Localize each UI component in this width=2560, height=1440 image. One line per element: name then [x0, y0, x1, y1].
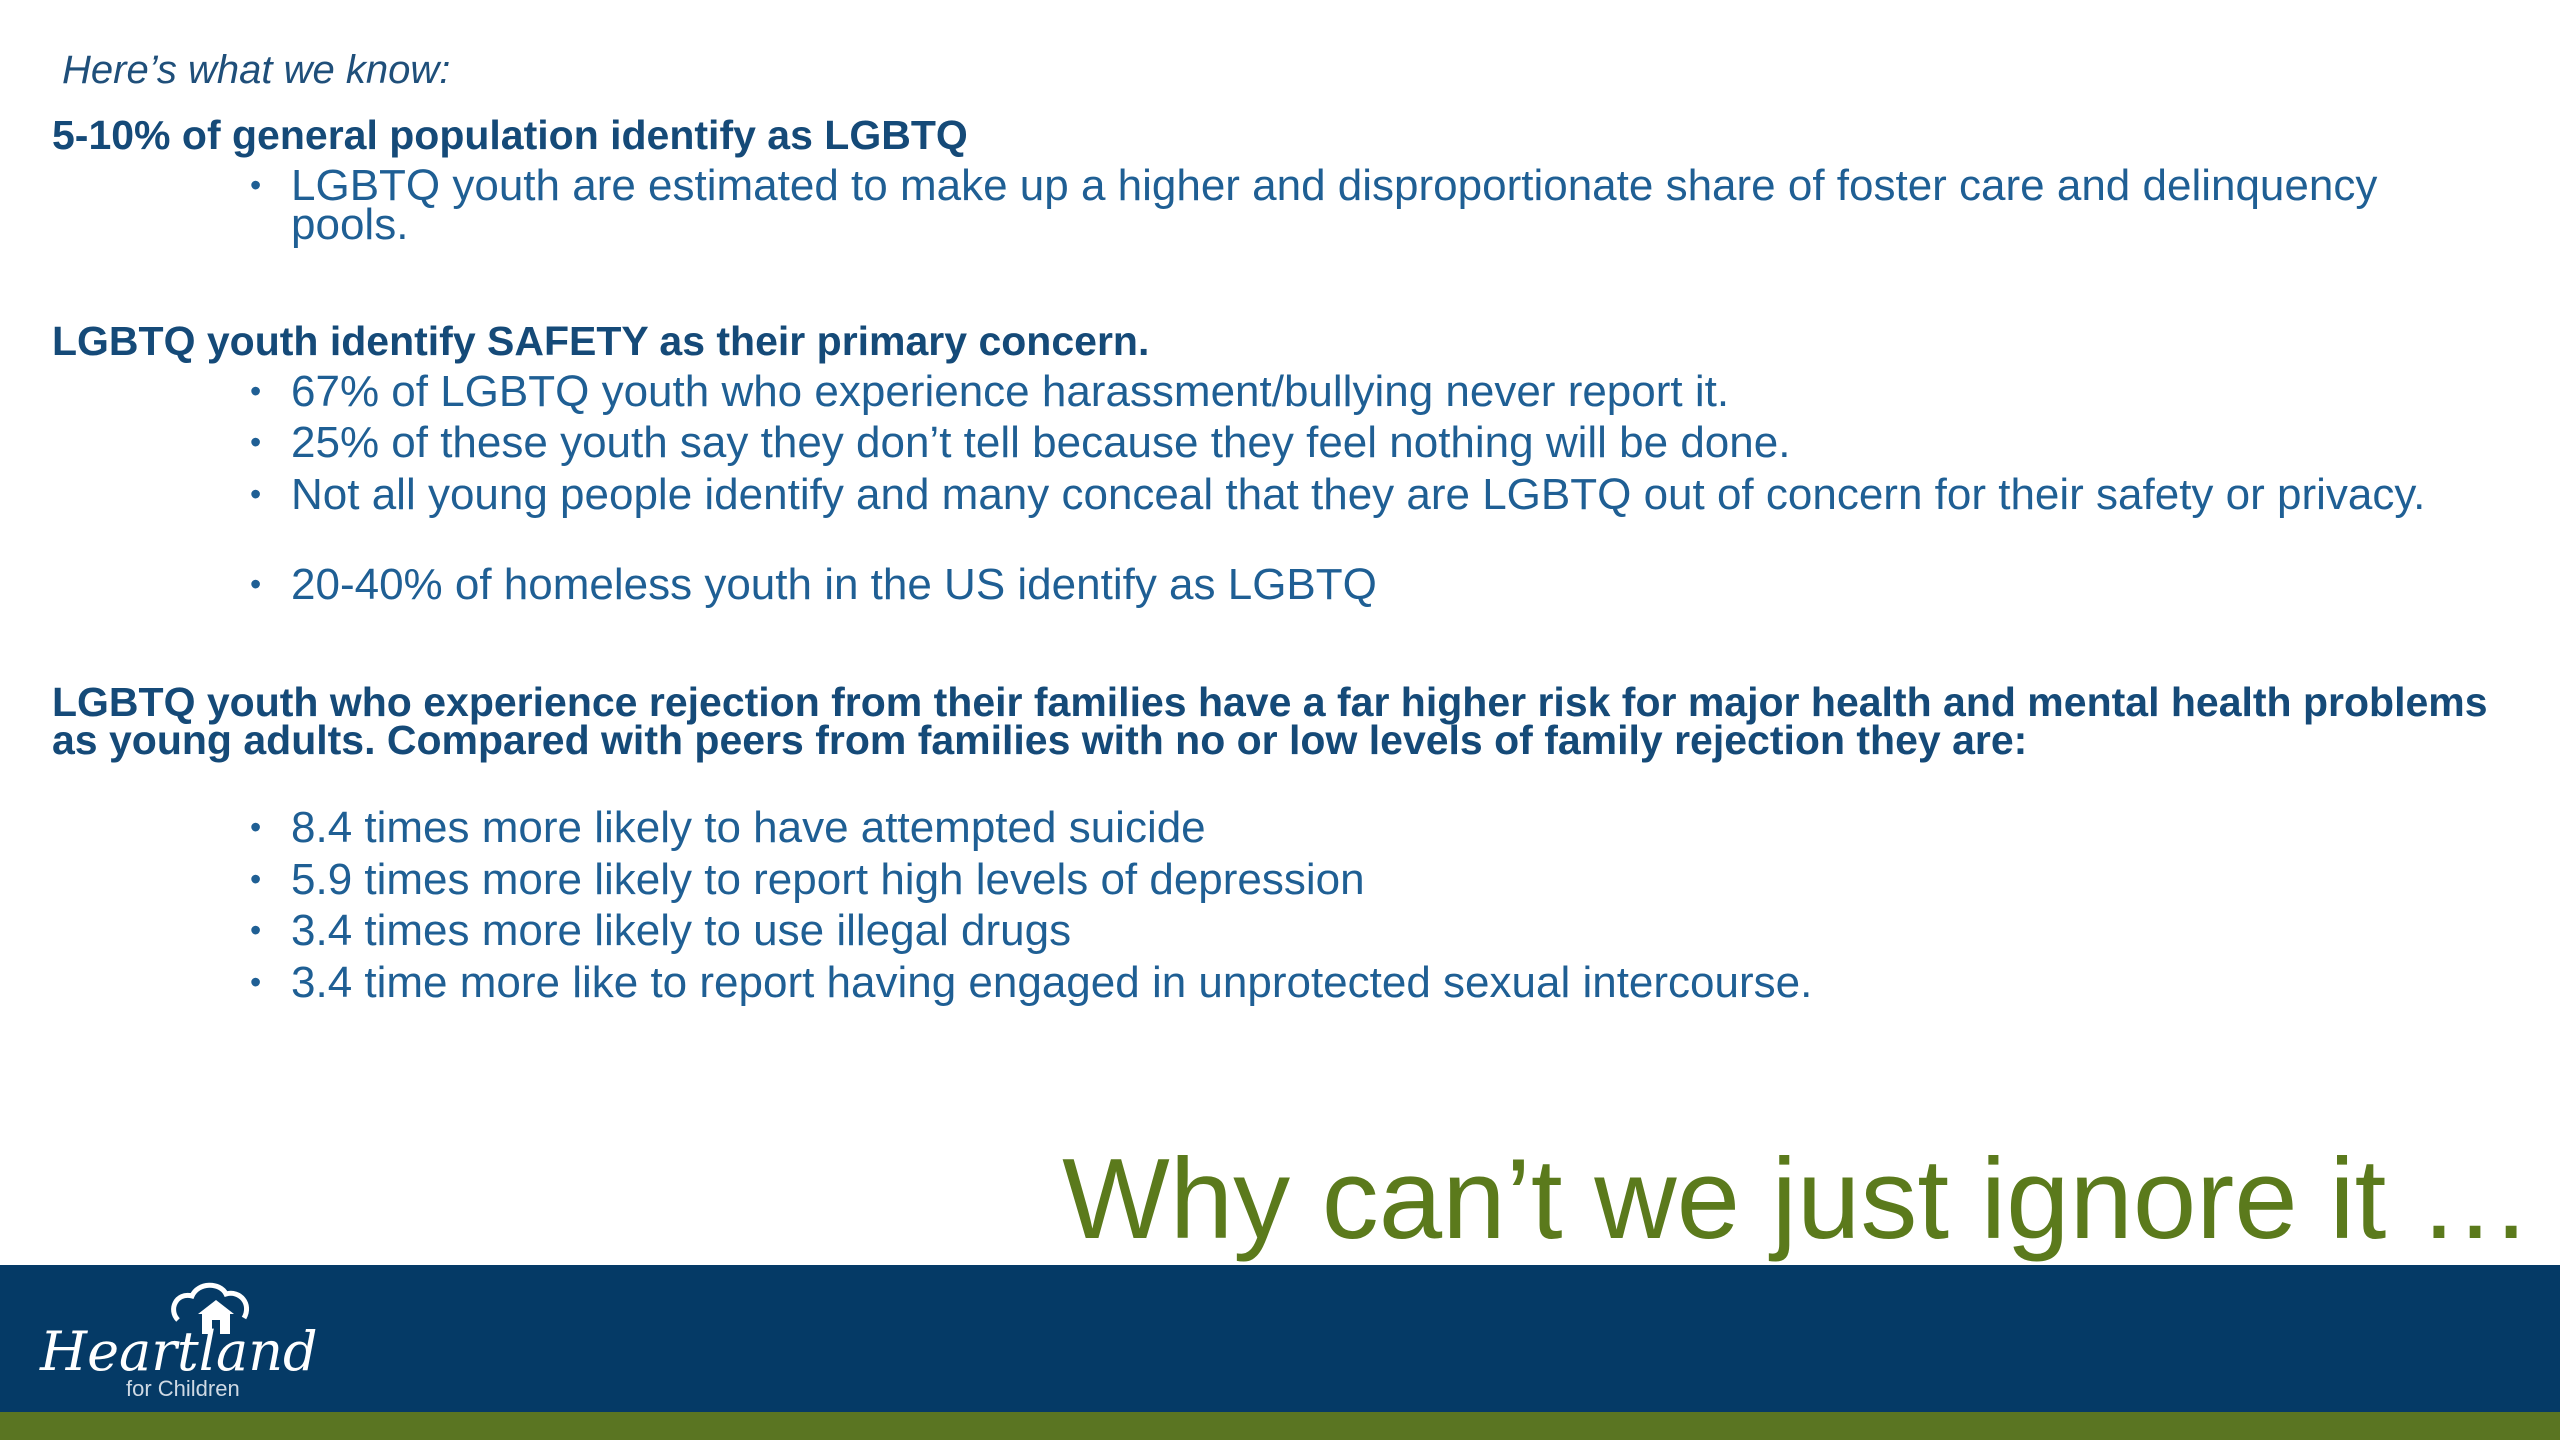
bullet: 3.4 times more likely to use illegal dru… — [250, 909, 2491, 953]
bullet: LGBTQ youth are estimated to make up a h… — [250, 164, 2491, 247]
bullet: 20-40% of homeless youth in the US ident… — [250, 563, 2491, 607]
bullet: 3.4 time more like to report having enga… — [250, 961, 2491, 1005]
footer-strip — [0, 1412, 2560, 1440]
logo-name: Heartland — [40, 1320, 318, 1383]
bullet: 25% of these youth say they don’t tell b… — [250, 421, 2491, 465]
section-heading: 5-10% of general population identify as … — [52, 112, 968, 158]
section-heading: LGBTQ youth who experience rejection fro… — [52, 679, 2488, 763]
section-heading: LGBTQ youth identify SAFETY as their pri… — [52, 318, 1150, 364]
bullet: 5.9 times more likely to report high lev… — [250, 858, 2491, 902]
footer-band — [0, 1265, 2560, 1412]
bullet: 67% of LGBTQ youth who experience harass… — [250, 370, 2491, 414]
bullet: Not all young people identify and many c… — [250, 473, 2491, 517]
slide-title: Why can’t we just ignore it … — [1062, 1136, 2532, 1263]
logo-icon — [171, 1282, 250, 1334]
bullet: 8.4 times more likely to have attempted … — [250, 806, 2491, 850]
intro: Here’s what we know: — [62, 48, 451, 92]
logo-tagline: for Children — [126, 1376, 240, 1401]
